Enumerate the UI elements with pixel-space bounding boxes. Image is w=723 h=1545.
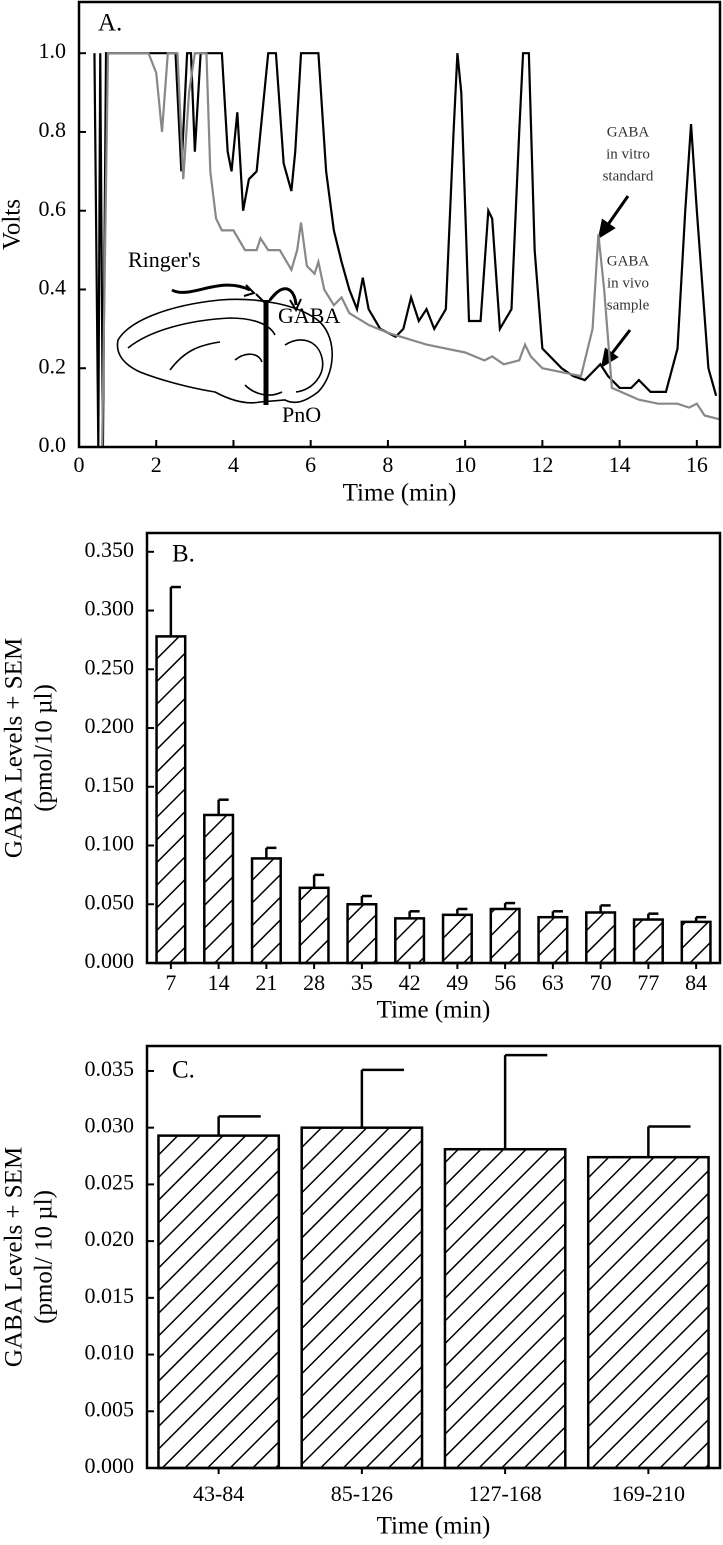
x-tick-label: 21 <box>255 970 277 995</box>
callout-text: sample <box>607 297 650 313</box>
x-tick-label: 70 <box>590 970 612 995</box>
callout-text: GABA <box>607 253 650 269</box>
x-axis-title: Time (min) <box>343 480 457 507</box>
y-tick-label: 0.035 <box>85 1056 135 1081</box>
x-tick-label: 85-126 <box>331 1481 393 1506</box>
bar <box>346 903 378 965</box>
x-tick-label: 56 <box>494 970 516 995</box>
x-tick-label: 14 <box>208 970 230 995</box>
x-tick-label: 7 <box>165 970 176 995</box>
y-tick-label: 0.030 <box>85 1113 135 1138</box>
y-tick-label: 0.015 <box>85 1283 135 1308</box>
x-tick-label: 10 <box>454 452 476 477</box>
brain-sketch <box>116 298 333 404</box>
y-tick-label: 0.0 <box>39 432 67 457</box>
panel-label: B. <box>172 541 195 568</box>
x-tick-label: 2 <box>151 452 162 477</box>
bar <box>250 857 282 965</box>
probe <box>171 283 302 405</box>
y-tick-label: 0.6 <box>39 196 67 221</box>
bar <box>157 1134 281 1470</box>
x-tick-label: 28 <box>303 970 325 995</box>
plot-frame <box>77 0 722 449</box>
y-tick-label: 0.025 <box>85 1169 135 1194</box>
bar <box>586 1155 710 1470</box>
annotation: Ringer's <box>128 247 200 272</box>
x-tick-label: 49 <box>446 970 468 995</box>
callout-text: in vitro <box>606 146 650 162</box>
y-tick-label: 0.010 <box>85 1340 135 1365</box>
x-tick-label: 63 <box>542 970 564 995</box>
callout-text: in vivo <box>607 275 649 291</box>
bar <box>203 813 235 965</box>
chromatogram-line <box>101 52 720 447</box>
bar <box>680 920 712 965</box>
x-tick-label: 169-210 <box>612 1481 685 1506</box>
bar <box>443 1147 567 1470</box>
x-tick-label: 127-168 <box>468 1481 541 1506</box>
y-tick-label: 0.2 <box>39 353 67 378</box>
chromatogram-line <box>93 52 718 447</box>
annotation: PnO <box>282 402 321 427</box>
y-tick-label: 1.0 <box>39 38 67 63</box>
bar <box>537 915 569 965</box>
bar <box>441 913 473 965</box>
x-tick-label: 84 <box>685 970 707 995</box>
x-tick-label: 42 <box>399 970 421 995</box>
y-axis-title: GABA Levels + SEM <box>1 1147 28 1367</box>
bar <box>155 635 187 965</box>
y-tick-label: 0.020 <box>85 1226 135 1251</box>
x-tick-label: 43-84 <box>193 1481 244 1506</box>
y-tick-label: 0.005 <box>85 1396 135 1421</box>
x-tick-label: 12 <box>531 452 553 477</box>
y-tick-label: 0.000 <box>85 948 135 973</box>
y-tick-label: 0.100 <box>85 831 135 856</box>
y-tick-label: 0.050 <box>85 889 135 914</box>
panel-label: A. <box>98 10 122 37</box>
bar <box>585 911 617 965</box>
bar <box>298 886 330 965</box>
bar <box>300 1126 424 1470</box>
x-tick-label: 6 <box>305 452 316 477</box>
x-tick-label: 77 <box>637 970 659 995</box>
y-tick-label: 0.250 <box>85 654 135 679</box>
x-tick-label: 16 <box>686 452 708 477</box>
annotation: GABA <box>278 303 340 328</box>
callout-text: standard <box>603 168 654 184</box>
plot-frame <box>145 531 722 965</box>
y-axis-title: (pmol/10 µl) <box>31 684 58 812</box>
x-axis-title: Time (min) <box>377 997 491 1024</box>
y-tick-label: 0.150 <box>85 772 135 797</box>
x-axis-title: Time (min) <box>377 1513 491 1540</box>
callout-text: GABA <box>607 124 650 140</box>
y-tick-label: 0.4 <box>39 275 67 300</box>
y-tick-label: 0.000 <box>85 1453 135 1478</box>
y-axis-title: Volts <box>0 199 26 250</box>
y-tick-label: 0.350 <box>85 537 135 562</box>
y-tick-label: 0.300 <box>85 596 135 621</box>
x-tick-label: 14 <box>609 452 631 477</box>
plot-frame <box>145 1044 722 1470</box>
bar <box>632 918 664 965</box>
panel-label: C. <box>172 1057 195 1084</box>
x-tick-label: 0 <box>74 452 85 477</box>
bar <box>489 907 521 965</box>
x-tick-label: 4 <box>228 452 239 477</box>
y-tick-label: 0.200 <box>85 713 135 738</box>
x-tick-label: 8 <box>382 452 393 477</box>
x-tick-label: 35 <box>351 970 373 995</box>
y-axis-title: (pmol/ 10 µl) <box>31 1190 58 1324</box>
y-axis-title: GABA Levels + SEM <box>1 638 28 858</box>
y-tick-label: 0.8 <box>39 117 67 142</box>
bar <box>394 917 426 965</box>
